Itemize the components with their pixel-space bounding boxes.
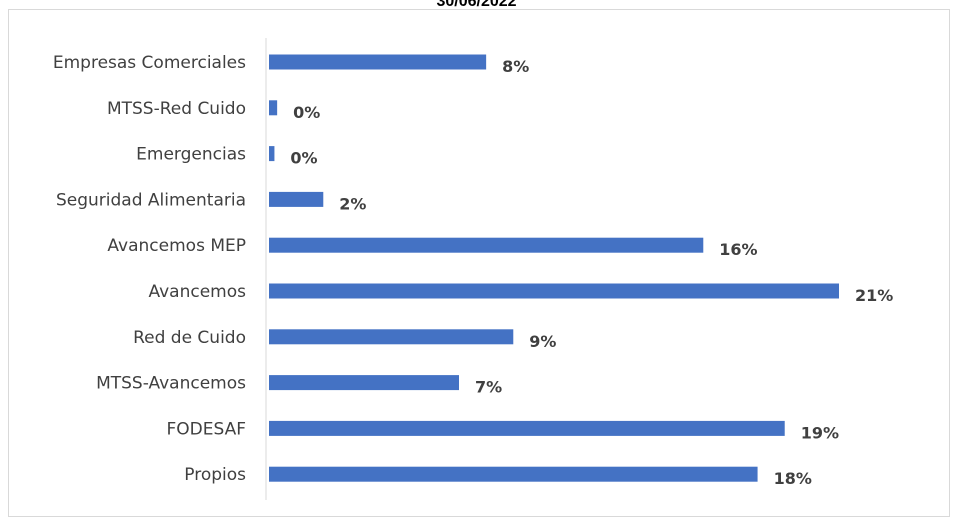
bar-avancemos-mep (269, 237, 704, 253)
category-label-red-de-cuido: Red de Cuido (133, 328, 246, 348)
bar-propios (269, 466, 758, 482)
data-label-propios: 18% (774, 469, 812, 488)
bar-avancemos (269, 283, 839, 299)
bar-seguridad-alimentaria (269, 191, 324, 207)
category-label-propios: Propios (184, 465, 246, 485)
bar-emergencias (269, 146, 275, 162)
bar-fodesaf (269, 420, 785, 436)
bar-empresas-comerciales (269, 54, 487, 70)
chart-title: 30/06/2022 (436, 0, 517, 10)
data-label-mtss-red-cuido: 0% (293, 103, 320, 122)
bar-mtss-avancemos (269, 375, 459, 391)
category-label-fodesaf: FODESAF (166, 419, 246, 439)
data-label-mtss-avancemos: 7% (475, 378, 502, 397)
category-label-mtss-avancemos: MTSS-Avancemos (96, 374, 246, 394)
category-label-seguridad-alimentaria: Seguridad Alimentaria (56, 190, 246, 210)
category-label-avancemos-mep: Avancemos MEP (107, 236, 246, 256)
category-label-emergencias: Emergencias (136, 145, 246, 165)
bar-mtss-red-cuido (269, 100, 278, 116)
bar-red-de-cuido (269, 329, 514, 345)
category-label-mtss-red-cuido: MTSS-Red Cuido (107, 99, 246, 119)
category-label-empresas-comerciales: Empresas Comerciales (53, 53, 246, 73)
data-label-avancemos-mep: 16% (719, 240, 757, 259)
data-label-emergencias: 0% (290, 149, 317, 168)
data-label-seguridad-alimentaria: 2% (339, 194, 366, 213)
data-label-avancemos: 21% (855, 286, 893, 305)
data-label-red-de-cuido: 9% (529, 332, 556, 351)
category-label-avancemos: Avancemos (148, 282, 246, 302)
data-label-fodesaf: 19% (801, 423, 839, 442)
data-label-empresas-comerciales: 8% (502, 57, 529, 76)
